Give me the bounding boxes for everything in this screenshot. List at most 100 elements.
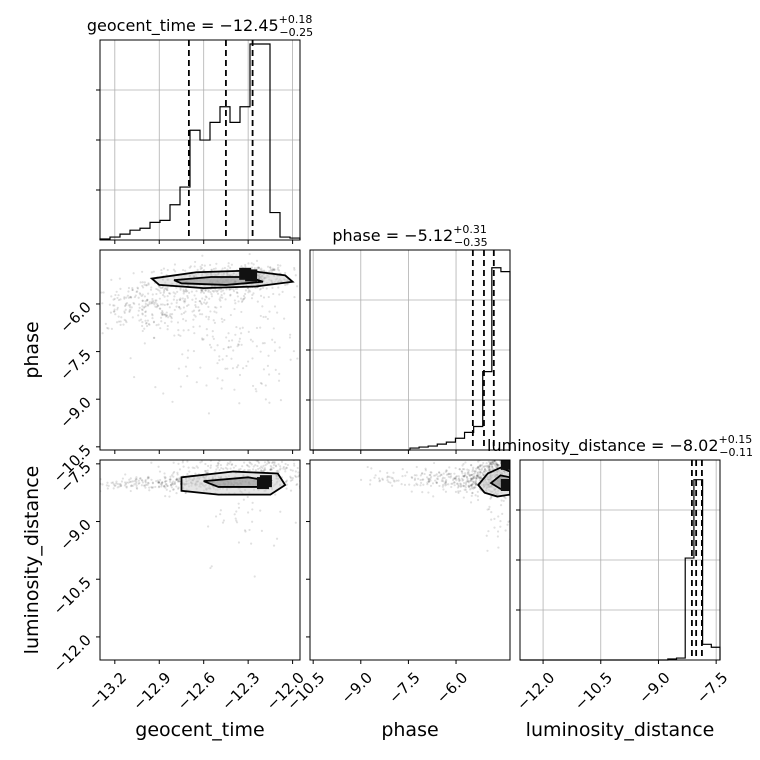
sample-point — [273, 268, 276, 272]
sample-point — [132, 272, 135, 275]
sample-point — [487, 464, 490, 467]
sample-point — [204, 289, 207, 292]
sample-point — [211, 335, 214, 338]
sample-point — [502, 457, 504, 459]
sample-point — [175, 485, 178, 488]
sample-point — [141, 293, 144, 296]
sample-point — [241, 326, 244, 329]
sample-point — [166, 286, 169, 289]
sample-point — [475, 476, 478, 479]
sample-point — [269, 464, 272, 468]
sample-point — [471, 491, 474, 495]
sample-point — [124, 303, 127, 307]
sample-point — [430, 475, 433, 478]
sample-point — [432, 461, 436, 465]
title-sup: +0.31 — [453, 223, 487, 236]
sample-point — [277, 379, 281, 382]
sample-point — [173, 470, 176, 474]
sample-point — [111, 481, 115, 484]
sample-point — [165, 311, 168, 314]
sample-point — [263, 342, 266, 345]
sample-point — [472, 482, 475, 485]
sample-point — [274, 464, 277, 467]
sample-point — [186, 375, 189, 378]
sample-point — [113, 310, 116, 313]
sample-point — [442, 480, 445, 483]
sample-point — [258, 288, 262, 291]
sample-point — [204, 289, 207, 292]
sample-point — [472, 477, 475, 480]
sample-point — [293, 464, 296, 467]
sample-point — [272, 464, 275, 467]
sample-point — [158, 481, 161, 484]
sample-point — [128, 310, 131, 314]
sample-point — [267, 461, 270, 464]
sample-point — [293, 462, 296, 465]
sample-point — [206, 464, 210, 468]
sample-point — [483, 469, 487, 472]
sample-point — [210, 295, 214, 298]
sample-point — [466, 477, 469, 480]
sample-point — [291, 469, 294, 472]
sample-point — [264, 464, 267, 467]
sample-point — [284, 462, 287, 466]
sample-point — [177, 367, 181, 370]
sample-point — [511, 464, 513, 466]
sample-point — [419, 484, 422, 487]
sample-point — [491, 456, 493, 458]
sample-point — [259, 469, 263, 472]
sample-point — [492, 457, 494, 459]
sample-point — [268, 455, 270, 457]
density-peak — [239, 267, 252, 280]
sample-point — [124, 308, 127, 311]
sample-point — [198, 308, 201, 312]
sample-point — [475, 483, 478, 487]
sample-point — [254, 468, 258, 472]
sample-point — [147, 282, 150, 285]
sample-point — [137, 309, 140, 312]
sample-point — [439, 473, 443, 476]
sample-point — [515, 466, 517, 468]
sample-point — [129, 296, 132, 299]
sample-point — [511, 464, 513, 466]
sample-point — [201, 338, 204, 341]
sample-point — [204, 295, 207, 298]
sample-point — [146, 298, 149, 302]
sample-point — [228, 455, 230, 457]
sample-point — [201, 263, 204, 267]
sample-point — [166, 289, 169, 292]
sample-point — [284, 271, 287, 275]
sample-point — [478, 476, 481, 480]
sample-point — [152, 270, 155, 273]
sample-point — [151, 481, 154, 484]
sample-point — [150, 302, 153, 305]
sample-point — [213, 310, 216, 313]
sample-point — [116, 306, 119, 309]
sample-point — [475, 474, 478, 477]
sample-point — [202, 291, 206, 295]
sample-point — [445, 469, 448, 472]
sample-point — [124, 473, 127, 476]
sample-point — [150, 300, 153, 303]
sample-point — [485, 534, 488, 537]
sample-point — [514, 479, 516, 481]
sample-point — [421, 478, 424, 481]
sample-point — [514, 478, 516, 480]
sample-point — [478, 475, 482, 479]
sample-point — [479, 464, 482, 467]
sample-point — [471, 478, 474, 481]
sample-point — [435, 481, 438, 485]
sample-point — [291, 476, 294, 480]
sample-point — [470, 494, 473, 497]
sample-point — [124, 302, 127, 305]
panel-frame — [519, 459, 721, 661]
sample-point — [205, 469, 208, 473]
sample-point — [183, 290, 186, 293]
sample-point — [260, 382, 263, 385]
sample-point — [374, 474, 377, 477]
sample-point — [251, 340, 254, 343]
sample-point — [480, 467, 484, 470]
sample-point — [219, 513, 222, 516]
sample-point — [204, 302, 208, 305]
sample-point — [207, 318, 210, 321]
